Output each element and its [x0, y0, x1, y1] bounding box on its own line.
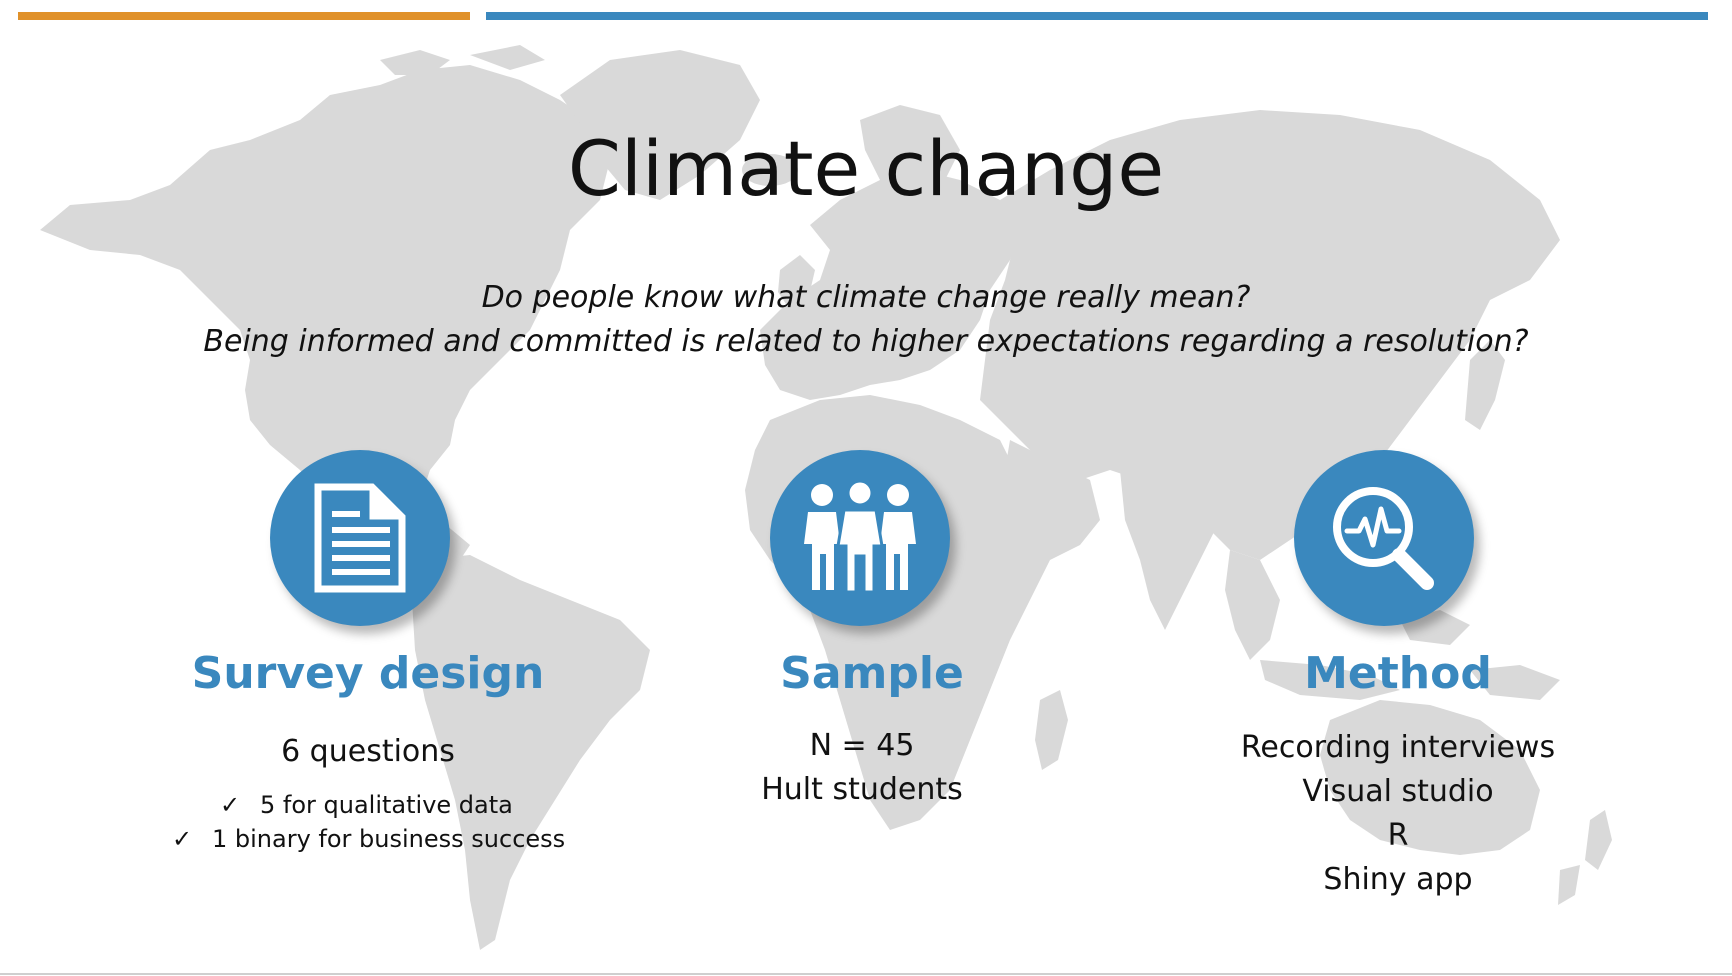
accent-bar-blue [486, 12, 1708, 20]
check-icon: ✓ [220, 791, 241, 819]
accent-bar-orange [18, 12, 470, 20]
method-item: R [1387, 818, 1409, 853]
survey-questions-count: 6 questions [281, 734, 455, 769]
document-icon [314, 483, 406, 593]
survey-checklist: ✓ 5 for qualitative data ✓ 1 binary for … [172, 788, 565, 856]
check-icon: ✓ [172, 825, 193, 853]
bottom-divider [0, 973, 1732, 975]
sample-icon-circle [770, 450, 950, 626]
checklist-item-label: 1 binary for business success [212, 825, 566, 853]
research-question-2: Being informed and committed is related … [203, 324, 1529, 359]
method-icon-circle [1294, 450, 1474, 626]
people-icon [804, 482, 916, 594]
method-item: Shiny app [1323, 862, 1473, 897]
survey-icon-circle [270, 450, 450, 626]
sample-heading: Sample [780, 648, 964, 699]
slide-title: Climate change [567, 124, 1165, 213]
method-heading: Method [1304, 648, 1492, 699]
method-item: Recording interviews [1240, 730, 1556, 765]
research-questions: Do people know what climate change reall… [0, 276, 1732, 364]
research-question-1: Do people know what climate change reall… [481, 280, 1251, 315]
survey-heading: Survey design [191, 648, 545, 699]
sample-population: Hult students [761, 772, 963, 807]
checklist-item: ✓ 1 binary for business success [172, 822, 565, 856]
magnifier-pulse-icon [1333, 487, 1434, 590]
sample-size: N = 45 [809, 728, 915, 763]
checklist-item: ✓ 5 for qualitative data [172, 788, 565, 822]
checklist-item-label: 5 for qualitative data [260, 791, 513, 819]
method-item: Visual studio [1302, 774, 1494, 809]
